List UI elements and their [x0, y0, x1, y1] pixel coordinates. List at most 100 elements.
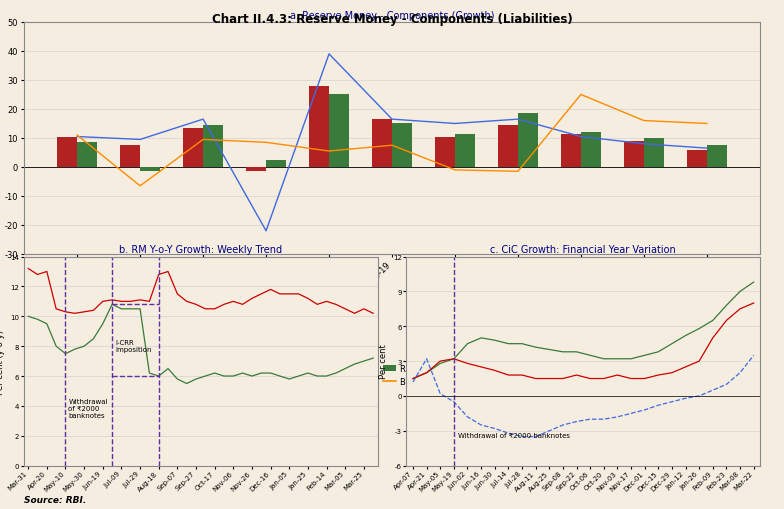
2022-23: [136, 297, 145, 303]
2022-23: [612, 372, 622, 378]
Text: Source: RBI.: Source: RBI.: [24, 495, 85, 504]
2022-23: [681, 364, 690, 370]
2022-23: [463, 361, 472, 367]
2023-24: [313, 373, 322, 379]
Line: 2021-22: 2021-22: [413, 282, 753, 379]
2023-24: [490, 426, 499, 432]
2023-24: [531, 434, 540, 440]
Text: I-CRR
imposition: I-CRR imposition: [115, 339, 151, 352]
Bar: [309, 87, 329, 167]
2022-23: [303, 296, 313, 302]
2022-23: [408, 376, 418, 382]
2022-23: [572, 372, 581, 378]
2022-23: [256, 291, 266, 297]
2022-23: [545, 376, 554, 382]
2022-23: [154, 272, 163, 278]
2022-23: [275, 291, 285, 297]
2021-22: [449, 356, 459, 362]
Bar: [644, 138, 664, 167]
Legend: Reserve Money, Currency in Circulation, Reserve Money Adjusted for CRR, Bankers': Reserve Money, Currency in Circulation, …: [241, 360, 543, 389]
Line: 2023-24: 2023-24: [28, 305, 373, 384]
2023-24: [722, 382, 731, 388]
2023-24: [247, 373, 256, 379]
2022-23: [749, 300, 758, 306]
2022-23: [145, 299, 154, 305]
2023-24: [117, 306, 126, 312]
2023-24: [749, 353, 758, 359]
2022-23: [359, 306, 368, 312]
2023-24: [477, 422, 486, 428]
Bar: [392, 124, 412, 167]
2022-23: [654, 372, 663, 378]
Bar: [266, 160, 286, 167]
2023-24: [626, 410, 636, 416]
2023-24: [136, 306, 145, 312]
2023-24: [408, 379, 418, 385]
2023-24: [229, 373, 238, 379]
2022-23: [79, 309, 89, 315]
2023-24: [79, 344, 89, 350]
2023-24: [667, 399, 677, 405]
2022-23: [708, 335, 717, 341]
2023-24: [191, 376, 201, 382]
2023-24: [61, 351, 71, 357]
2023-24: [572, 418, 581, 425]
2021-22: [735, 289, 745, 295]
Line: 2022-23: 2022-23: [413, 303, 753, 379]
2021-22: [722, 303, 731, 309]
Bar: [140, 167, 160, 172]
Title: c. CiC Growth: Financial Year Variation: c. CiC Growth: Financial Year Variation: [491, 245, 677, 255]
Bar: [624, 142, 644, 167]
2021-22: [695, 326, 704, 332]
2022-23: [201, 306, 210, 312]
2023-24: [89, 336, 98, 342]
2022-23: [531, 376, 540, 382]
2021-22: [599, 356, 608, 362]
2022-23: [172, 291, 182, 297]
2023-24: [322, 373, 332, 379]
2022-23: [695, 358, 704, 364]
2023-24: [368, 355, 378, 361]
2022-23: [340, 306, 350, 312]
Bar: [372, 120, 392, 167]
Bar: [707, 146, 727, 167]
2021-22: [749, 279, 758, 286]
Bar: [435, 137, 455, 167]
2023-24: [735, 370, 745, 376]
2023-24: [220, 373, 229, 379]
2023-24: [422, 356, 431, 362]
2021-22: [517, 341, 527, 347]
2023-24: [303, 370, 313, 376]
2021-22: [531, 345, 540, 351]
2022-23: [70, 310, 79, 317]
2021-22: [681, 333, 690, 339]
2023-24: [654, 403, 663, 409]
2022-23: [98, 299, 107, 305]
2023-24: [695, 393, 704, 399]
Bar: [77, 143, 97, 167]
2023-24: [586, 416, 595, 422]
2022-23: [436, 358, 445, 364]
2023-24: [599, 416, 608, 422]
2023-24: [24, 314, 33, 320]
2023-24: [449, 399, 459, 405]
2022-23: [586, 376, 595, 382]
Text: Chart II.4.3: Reserve Money - Components (Liabilities): Chart II.4.3: Reserve Money - Components…: [212, 13, 572, 25]
2021-22: [477, 335, 486, 341]
Title: a. Reserve Money - Components (Growth): a. Reserve Money - Components (Growth): [290, 11, 494, 21]
2023-24: [275, 373, 285, 379]
2023-24: [558, 422, 568, 428]
2023-24: [294, 373, 303, 379]
2022-23: [626, 376, 636, 382]
2023-24: [285, 376, 294, 382]
2022-23: [313, 302, 322, 308]
2023-24: [340, 366, 350, 372]
Bar: [120, 146, 140, 167]
2021-22: [586, 353, 595, 359]
2022-23: [449, 356, 459, 362]
Bar: [687, 150, 707, 167]
2022-23: [294, 291, 303, 297]
2023-24: [33, 317, 42, 323]
2023-24: [70, 347, 79, 353]
2022-23: [247, 296, 256, 302]
